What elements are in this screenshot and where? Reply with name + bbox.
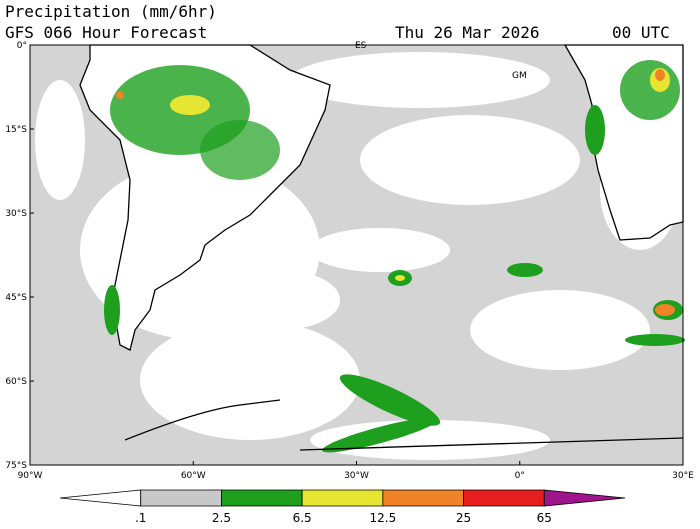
date: Thu 26 Mar 2026 xyxy=(395,23,540,42)
colorbar-segment xyxy=(59,489,142,507)
precip-orange xyxy=(116,69,675,316)
colorbar-segment xyxy=(301,489,384,507)
colorbar-segment xyxy=(463,489,545,507)
model: GFS 066 Hour Forecast xyxy=(5,23,207,42)
lat-label: 0° xyxy=(17,41,27,51)
colorbar-label: 65 xyxy=(537,511,552,525)
colorbar-segment xyxy=(543,489,626,507)
colorbar-label: 25 xyxy=(456,511,471,525)
lon-label: 0° xyxy=(515,471,525,481)
lon-label: 90°W xyxy=(18,471,43,481)
place-label: ES xyxy=(355,41,367,51)
time: 00 UTC xyxy=(612,23,670,42)
colorbar-label: 2.5 xyxy=(212,511,231,525)
colorbar-label: 12.5 xyxy=(369,511,396,525)
lat-label: 45°S xyxy=(5,293,27,303)
lat-label: 60°S xyxy=(5,377,27,387)
colorbar-label: .1 xyxy=(135,511,146,525)
lat-label: 15°S xyxy=(5,125,27,135)
lon-label: 30°W xyxy=(344,471,369,481)
lon-label: 30°E xyxy=(672,471,694,481)
colorbar-segment xyxy=(221,489,303,507)
colorbar-label: 6.5 xyxy=(293,511,312,525)
lat-label: 75°S xyxy=(5,461,27,471)
antarctica-coast xyxy=(124,399,684,451)
place-label: GM xyxy=(512,71,527,81)
colorbar-segment xyxy=(382,489,464,507)
lat-label: 30°S xyxy=(5,209,27,219)
lon-label: 60°W xyxy=(181,471,206,481)
title: Precipitation (mm/6hr) xyxy=(5,2,217,21)
map xyxy=(29,44,685,466)
colorbar-segment xyxy=(140,489,222,507)
